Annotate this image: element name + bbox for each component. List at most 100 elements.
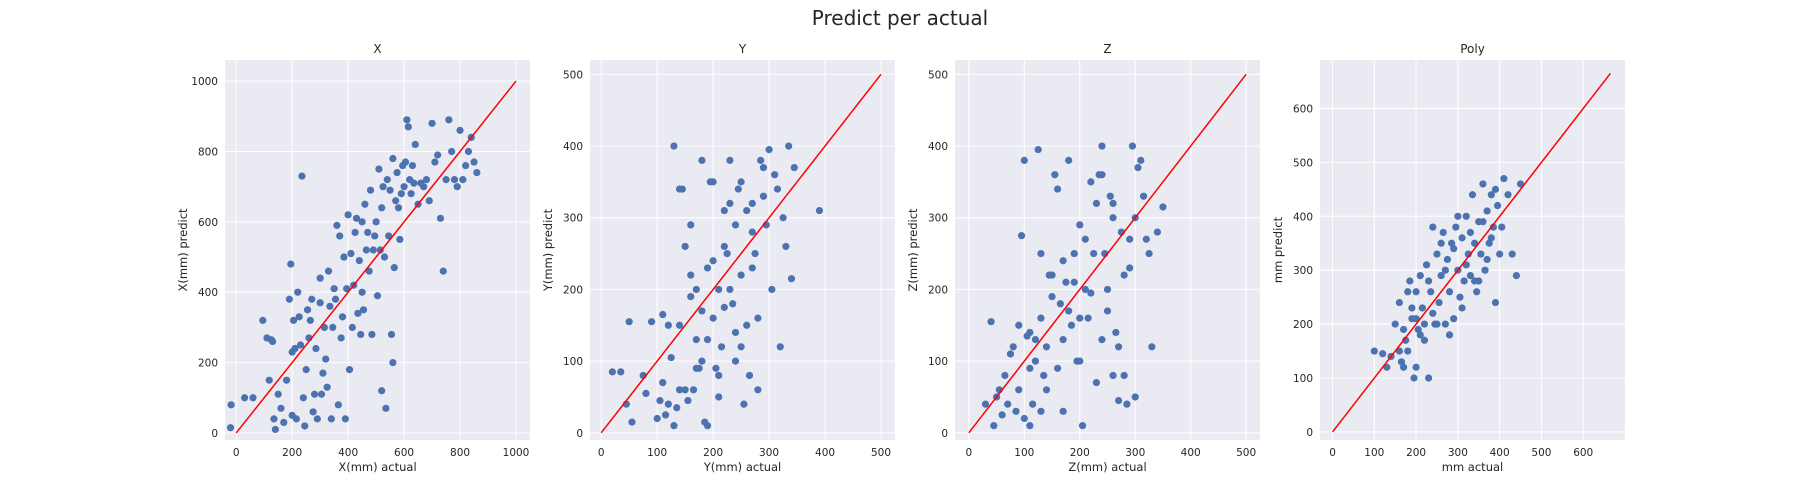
plot-background	[590, 60, 895, 440]
data-point	[1450, 315, 1458, 323]
data-point	[226, 424, 235, 432]
data-point	[340, 253, 348, 261]
data-point	[378, 387, 386, 395]
data-point	[1106, 192, 1114, 200]
data-point	[709, 178, 717, 186]
y-axis-label: mm predict	[1271, 216, 1285, 283]
data-point	[316, 274, 324, 282]
data-point	[361, 200, 369, 208]
y-tick-label: 100	[1293, 373, 1313, 385]
data-point	[1418, 304, 1426, 312]
data-point	[1470, 277, 1479, 285]
data-point	[268, 337, 277, 346]
data-point	[436, 214, 445, 222]
data-point	[394, 204, 403, 212]
chart-panel-z: 0 100 200 300 400 500 0 100 200 300 400 500 Z Z(mm) a…	[906, 42, 1260, 474]
data-point	[715, 285, 723, 294]
data-point	[670, 422, 678, 430]
x-tick-label: 400	[1490, 447, 1510, 459]
data-point	[1031, 357, 1040, 365]
data-point	[664, 321, 672, 329]
panel-title: X	[373, 42, 381, 56]
data-point	[1487, 191, 1495, 199]
data-point	[815, 206, 824, 215]
data-point	[1422, 261, 1431, 269]
data-point	[1445, 288, 1454, 296]
data-point	[403, 116, 411, 124]
data-point	[981, 400, 990, 408]
data-point	[404, 123, 412, 131]
data-point	[1092, 379, 1101, 387]
data-point	[382, 404, 390, 412]
data-point	[309, 408, 317, 416]
x-tick-label: 200	[703, 447, 723, 459]
data-point	[306, 316, 314, 324]
data-point	[439, 267, 447, 275]
data-point	[1081, 235, 1089, 243]
data-point	[1404, 347, 1412, 355]
x-tick-label: 800	[450, 447, 470, 459]
y-tick-label: 1000	[191, 76, 218, 88]
data-point	[1443, 255, 1452, 264]
reference-line	[968, 73, 1247, 434]
data-point	[1370, 347, 1378, 355]
data-point	[322, 355, 330, 363]
reference-line	[1331, 73, 1611, 433]
y-tick-label: 500	[1293, 157, 1313, 169]
x-tick-label: 100	[647, 447, 667, 459]
data-point	[731, 328, 740, 337]
panel-title: Y	[738, 42, 747, 56]
data-point	[1412, 315, 1420, 323]
data-point	[1487, 234, 1495, 242]
data-point	[401, 158, 410, 166]
data-point	[703, 264, 712, 272]
data-point	[310, 390, 319, 398]
data-point	[274, 390, 282, 398]
data-point	[288, 411, 296, 419]
data-point	[754, 386, 762, 394]
data-point	[390, 263, 398, 272]
chart-panel-x: 0 200 400 600 800 1000 0 200 400 600 800 1000 X X(mm)…	[176, 42, 530, 474]
data-point	[1456, 293, 1464, 301]
data-point	[1092, 199, 1101, 207]
data-point	[1076, 221, 1084, 229]
data-point	[334, 401, 342, 409]
data-point	[358, 288, 366, 296]
data-point	[411, 140, 419, 149]
data-point	[408, 161, 417, 170]
data-point	[359, 306, 368, 314]
x-tick-label: 1000	[503, 447, 530, 459]
data-point	[462, 161, 470, 170]
data-point	[453, 183, 461, 191]
data-point	[723, 249, 731, 258]
data-point	[1109, 214, 1117, 222]
data-point	[1483, 207, 1491, 215]
data-point	[779, 214, 787, 222]
data-point	[345, 366, 354, 374]
data-point	[1114, 396, 1123, 405]
data-point	[1439, 228, 1447, 237]
x-tick-label: 500	[1531, 447, 1551, 459]
data-point	[1433, 250, 1441, 258]
data-point	[1395, 347, 1403, 355]
data-point	[428, 119, 436, 127]
data-point	[689, 386, 698, 394]
y-tick-label: 100	[928, 356, 948, 368]
data-point	[1128, 142, 1137, 150]
data-point	[653, 414, 661, 423]
data-point	[1004, 400, 1012, 408]
data-point	[1458, 234, 1466, 242]
data-point	[329, 323, 337, 332]
data-point	[324, 267, 333, 275]
data-point	[386, 186, 394, 194]
panel-title: Z	[1103, 42, 1111, 56]
data-point	[743, 321, 751, 329]
data-point	[1454, 212, 1462, 220]
data-point	[1445, 331, 1454, 339]
data-point	[1026, 364, 1034, 372]
data-point	[720, 303, 728, 311]
y-tick-label: 400	[563, 141, 583, 153]
data-point	[703, 422, 712, 430]
data-point	[768, 285, 776, 294]
data-point	[617, 368, 625, 376]
